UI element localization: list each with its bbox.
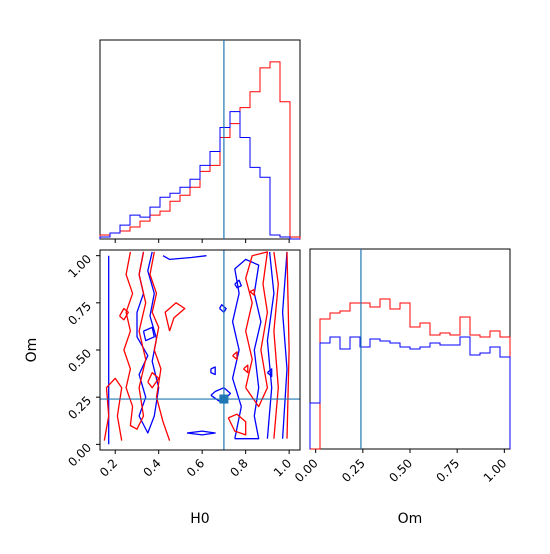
- h0-histogram-frame: [99, 39, 301, 240]
- contour-line: [219, 304, 227, 313]
- contour-line: [123, 251, 147, 430]
- contour-line: [119, 307, 129, 321]
- x-axis-label-om: Om: [398, 511, 423, 527]
- contour-line: [136, 251, 160, 434]
- h0-histogram-series-blue: [99, 111, 300, 240]
- contour-line: [149, 251, 171, 441]
- contour-line: [103, 377, 123, 441]
- contour-line: [273, 251, 279, 439]
- contour-line: [227, 413, 247, 436]
- contour-line: [249, 288, 255, 296]
- contour-line: [186, 430, 216, 436]
- contour-line: [147, 371, 160, 389]
- om-histogram-series-blue: [309, 336, 511, 449]
- contour-line: [234, 279, 242, 289]
- contour-line: [164, 302, 186, 332]
- contour-line: [266, 251, 275, 439]
- contour-line: [142, 326, 155, 342]
- y-axis-label-om: Om: [24, 338, 40, 363]
- contour-line: [286, 251, 290, 439]
- contour-line: [162, 255, 207, 261]
- truth-marker: [219, 394, 229, 404]
- contour-line: [210, 366, 216, 376]
- contour-line: [232, 351, 238, 361]
- contour-line: [245, 251, 269, 408]
- x-axis-label-h0: H0: [190, 511, 209, 527]
- contour-line: [266, 368, 273, 378]
- contour-line: [243, 364, 249, 374]
- contour-line: [281, 251, 288, 439]
- h0-histogram-panel: [99, 39, 301, 243]
- contour-line: [231, 258, 262, 440]
- om-histogram-series-red: [310, 298, 511, 450]
